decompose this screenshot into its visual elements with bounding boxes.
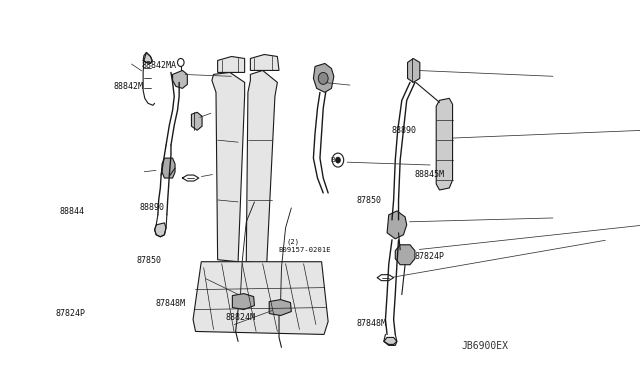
Polygon shape: [218, 57, 244, 73]
Polygon shape: [250, 54, 279, 70]
Polygon shape: [384, 337, 397, 346]
Polygon shape: [436, 98, 452, 190]
Polygon shape: [387, 211, 407, 239]
Polygon shape: [246, 70, 277, 264]
Text: 87848M: 87848M: [156, 299, 185, 308]
Polygon shape: [212, 73, 244, 262]
Text: 87850: 87850: [137, 256, 162, 264]
Text: 87824P: 87824P: [56, 310, 86, 318]
Text: 88845M: 88845M: [415, 170, 445, 179]
Text: 88842MA: 88842MA: [141, 61, 176, 70]
Text: B09157-0201E: B09157-0201E: [278, 247, 331, 253]
Polygon shape: [193, 262, 328, 334]
Polygon shape: [191, 112, 202, 130]
Circle shape: [318, 73, 328, 84]
Text: 88844: 88844: [60, 208, 84, 217]
Text: 87848M: 87848M: [357, 319, 387, 328]
Text: 87850: 87850: [357, 196, 382, 205]
Text: 88890: 88890: [391, 126, 416, 135]
Polygon shape: [314, 64, 334, 92]
Polygon shape: [232, 294, 255, 310]
Text: 88890: 88890: [140, 203, 164, 212]
Polygon shape: [155, 223, 166, 237]
Text: (2): (2): [287, 238, 300, 245]
Text: 88842M: 88842M: [113, 82, 143, 91]
Polygon shape: [269, 299, 291, 315]
Polygon shape: [396, 245, 415, 265]
Text: JB6900EX: JB6900EX: [461, 341, 508, 352]
Text: 88824M: 88824M: [226, 313, 256, 322]
Polygon shape: [173, 70, 188, 89]
Text: 87824P: 87824P: [415, 252, 445, 261]
Circle shape: [335, 157, 340, 163]
Text: B: B: [331, 157, 335, 163]
Polygon shape: [408, 58, 420, 82]
Polygon shape: [162, 158, 175, 178]
Polygon shape: [143, 52, 152, 64]
